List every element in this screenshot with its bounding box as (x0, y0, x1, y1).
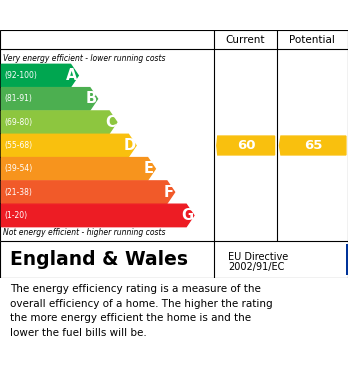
Text: (55-68): (55-68) (4, 141, 32, 150)
Text: Current: Current (226, 35, 265, 45)
Text: The energy efficiency rating is a measure of the
overall efficiency of a home. T: The energy efficiency rating is a measur… (10, 284, 273, 337)
Text: Potential: Potential (290, 35, 335, 45)
Text: A: A (66, 68, 78, 83)
Text: England & Wales: England & Wales (10, 250, 188, 269)
Text: Very energy efficient - lower running costs: Very energy efficient - lower running co… (3, 54, 166, 63)
Text: Energy Efficiency Rating: Energy Efficiency Rating (10, 8, 220, 23)
Polygon shape (217, 136, 275, 155)
Polygon shape (1, 88, 97, 110)
Text: (39-54): (39-54) (4, 164, 32, 173)
Polygon shape (1, 134, 136, 157)
Text: (81-91): (81-91) (4, 94, 32, 103)
Text: 2002/91/EC: 2002/91/EC (228, 262, 284, 272)
Text: Not energy efficient - higher running costs: Not energy efficient - higher running co… (3, 228, 166, 237)
Text: D: D (124, 138, 136, 153)
Text: (1-20): (1-20) (4, 211, 27, 220)
Text: C: C (105, 115, 116, 130)
Polygon shape (1, 64, 78, 87)
Text: G: G (182, 208, 193, 223)
Text: F: F (163, 185, 173, 200)
Text: B: B (86, 91, 97, 106)
Text: (69-80): (69-80) (4, 118, 32, 127)
Text: E: E (144, 161, 154, 176)
Text: 60: 60 (237, 139, 255, 152)
Polygon shape (1, 111, 117, 133)
Text: (21-38): (21-38) (4, 188, 32, 197)
Text: 65: 65 (304, 139, 323, 152)
Polygon shape (1, 181, 175, 203)
Polygon shape (279, 136, 346, 155)
Text: EU Directive: EU Directive (228, 251, 288, 262)
Text: (92-100): (92-100) (4, 71, 37, 80)
Polygon shape (1, 204, 194, 227)
Polygon shape (1, 158, 155, 180)
Bar (346, 244, 348, 275)
